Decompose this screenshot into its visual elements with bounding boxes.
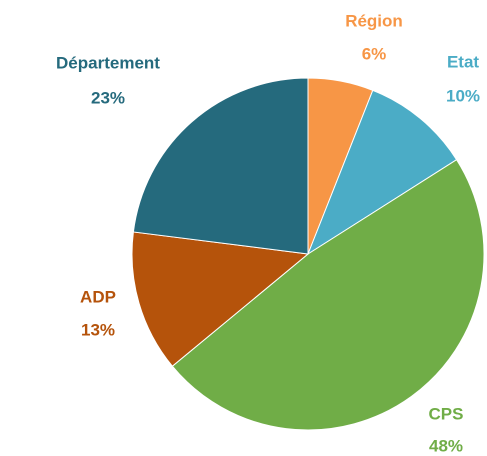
slice-value-label: 48% bbox=[429, 436, 463, 455]
slice-value-label: 6% bbox=[362, 44, 387, 63]
pie-slice bbox=[306, 89, 458, 256]
slice-label: Etat bbox=[447, 52, 479, 71]
slice-label: ADP bbox=[80, 287, 116, 306]
slice-label: CPS bbox=[429, 404, 464, 423]
slice-label: Département bbox=[56, 53, 160, 72]
slice-label: Région bbox=[345, 11, 403, 30]
pie-slice bbox=[132, 77, 309, 255]
pie-slice bbox=[171, 159, 485, 431]
slice-value-label: 13% bbox=[81, 320, 115, 339]
slice-value-label: 23% bbox=[91, 88, 125, 107]
slice-value-label: 10% bbox=[446, 86, 480, 105]
pie-slice bbox=[131, 231, 310, 367]
